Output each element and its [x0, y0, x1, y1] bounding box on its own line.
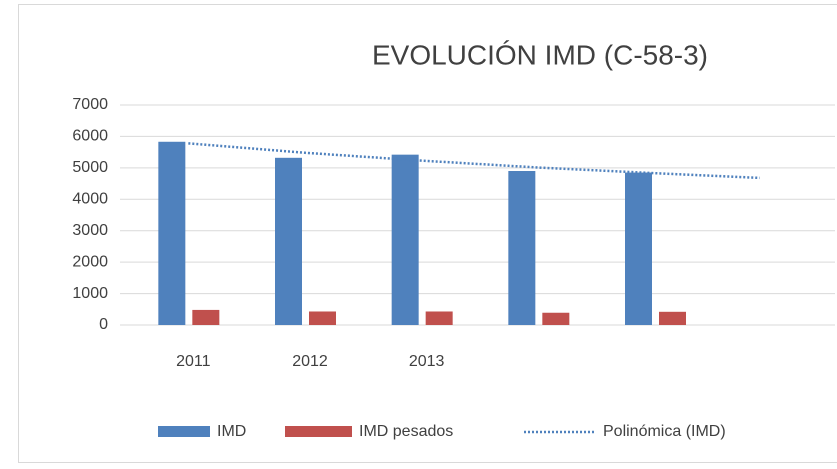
y-tick-label: 5000: [72, 159, 108, 176]
legend-label: IMD: [217, 423, 246, 440]
x-tick-label: 2013: [409, 353, 445, 370]
bar: [158, 142, 185, 325]
y-tick-label: 2000: [72, 253, 108, 270]
chart-title: EVOLUCIÓN IMD (C-58-3): [372, 39, 708, 70]
y-tick-label: 6000: [72, 128, 108, 145]
legend-label: IMD pesados: [359, 423, 453, 440]
y-tick-label: 3000: [72, 222, 108, 239]
bar: [392, 155, 419, 325]
chart-border: [19, 5, 837, 463]
bar: [625, 173, 652, 325]
y-tick-label: 1000: [72, 285, 108, 302]
legend-swatch: [285, 426, 352, 437]
bar: [275, 158, 302, 325]
bar: [309, 311, 336, 325]
y-tick-label: 4000: [72, 191, 108, 208]
legend-label: Polinómica (IMD): [603, 423, 726, 440]
y-tick-label: 0: [99, 316, 108, 333]
bar: [659, 312, 686, 325]
x-tick-label: 2012: [292, 353, 328, 370]
bar: [426, 311, 453, 325]
x-tick-label: 2011: [176, 353, 211, 370]
bar: [508, 171, 535, 325]
legend-swatch: [158, 426, 210, 437]
bar: [542, 313, 569, 325]
bar: [192, 310, 219, 325]
y-tick-label: 7000: [72, 96, 108, 113]
